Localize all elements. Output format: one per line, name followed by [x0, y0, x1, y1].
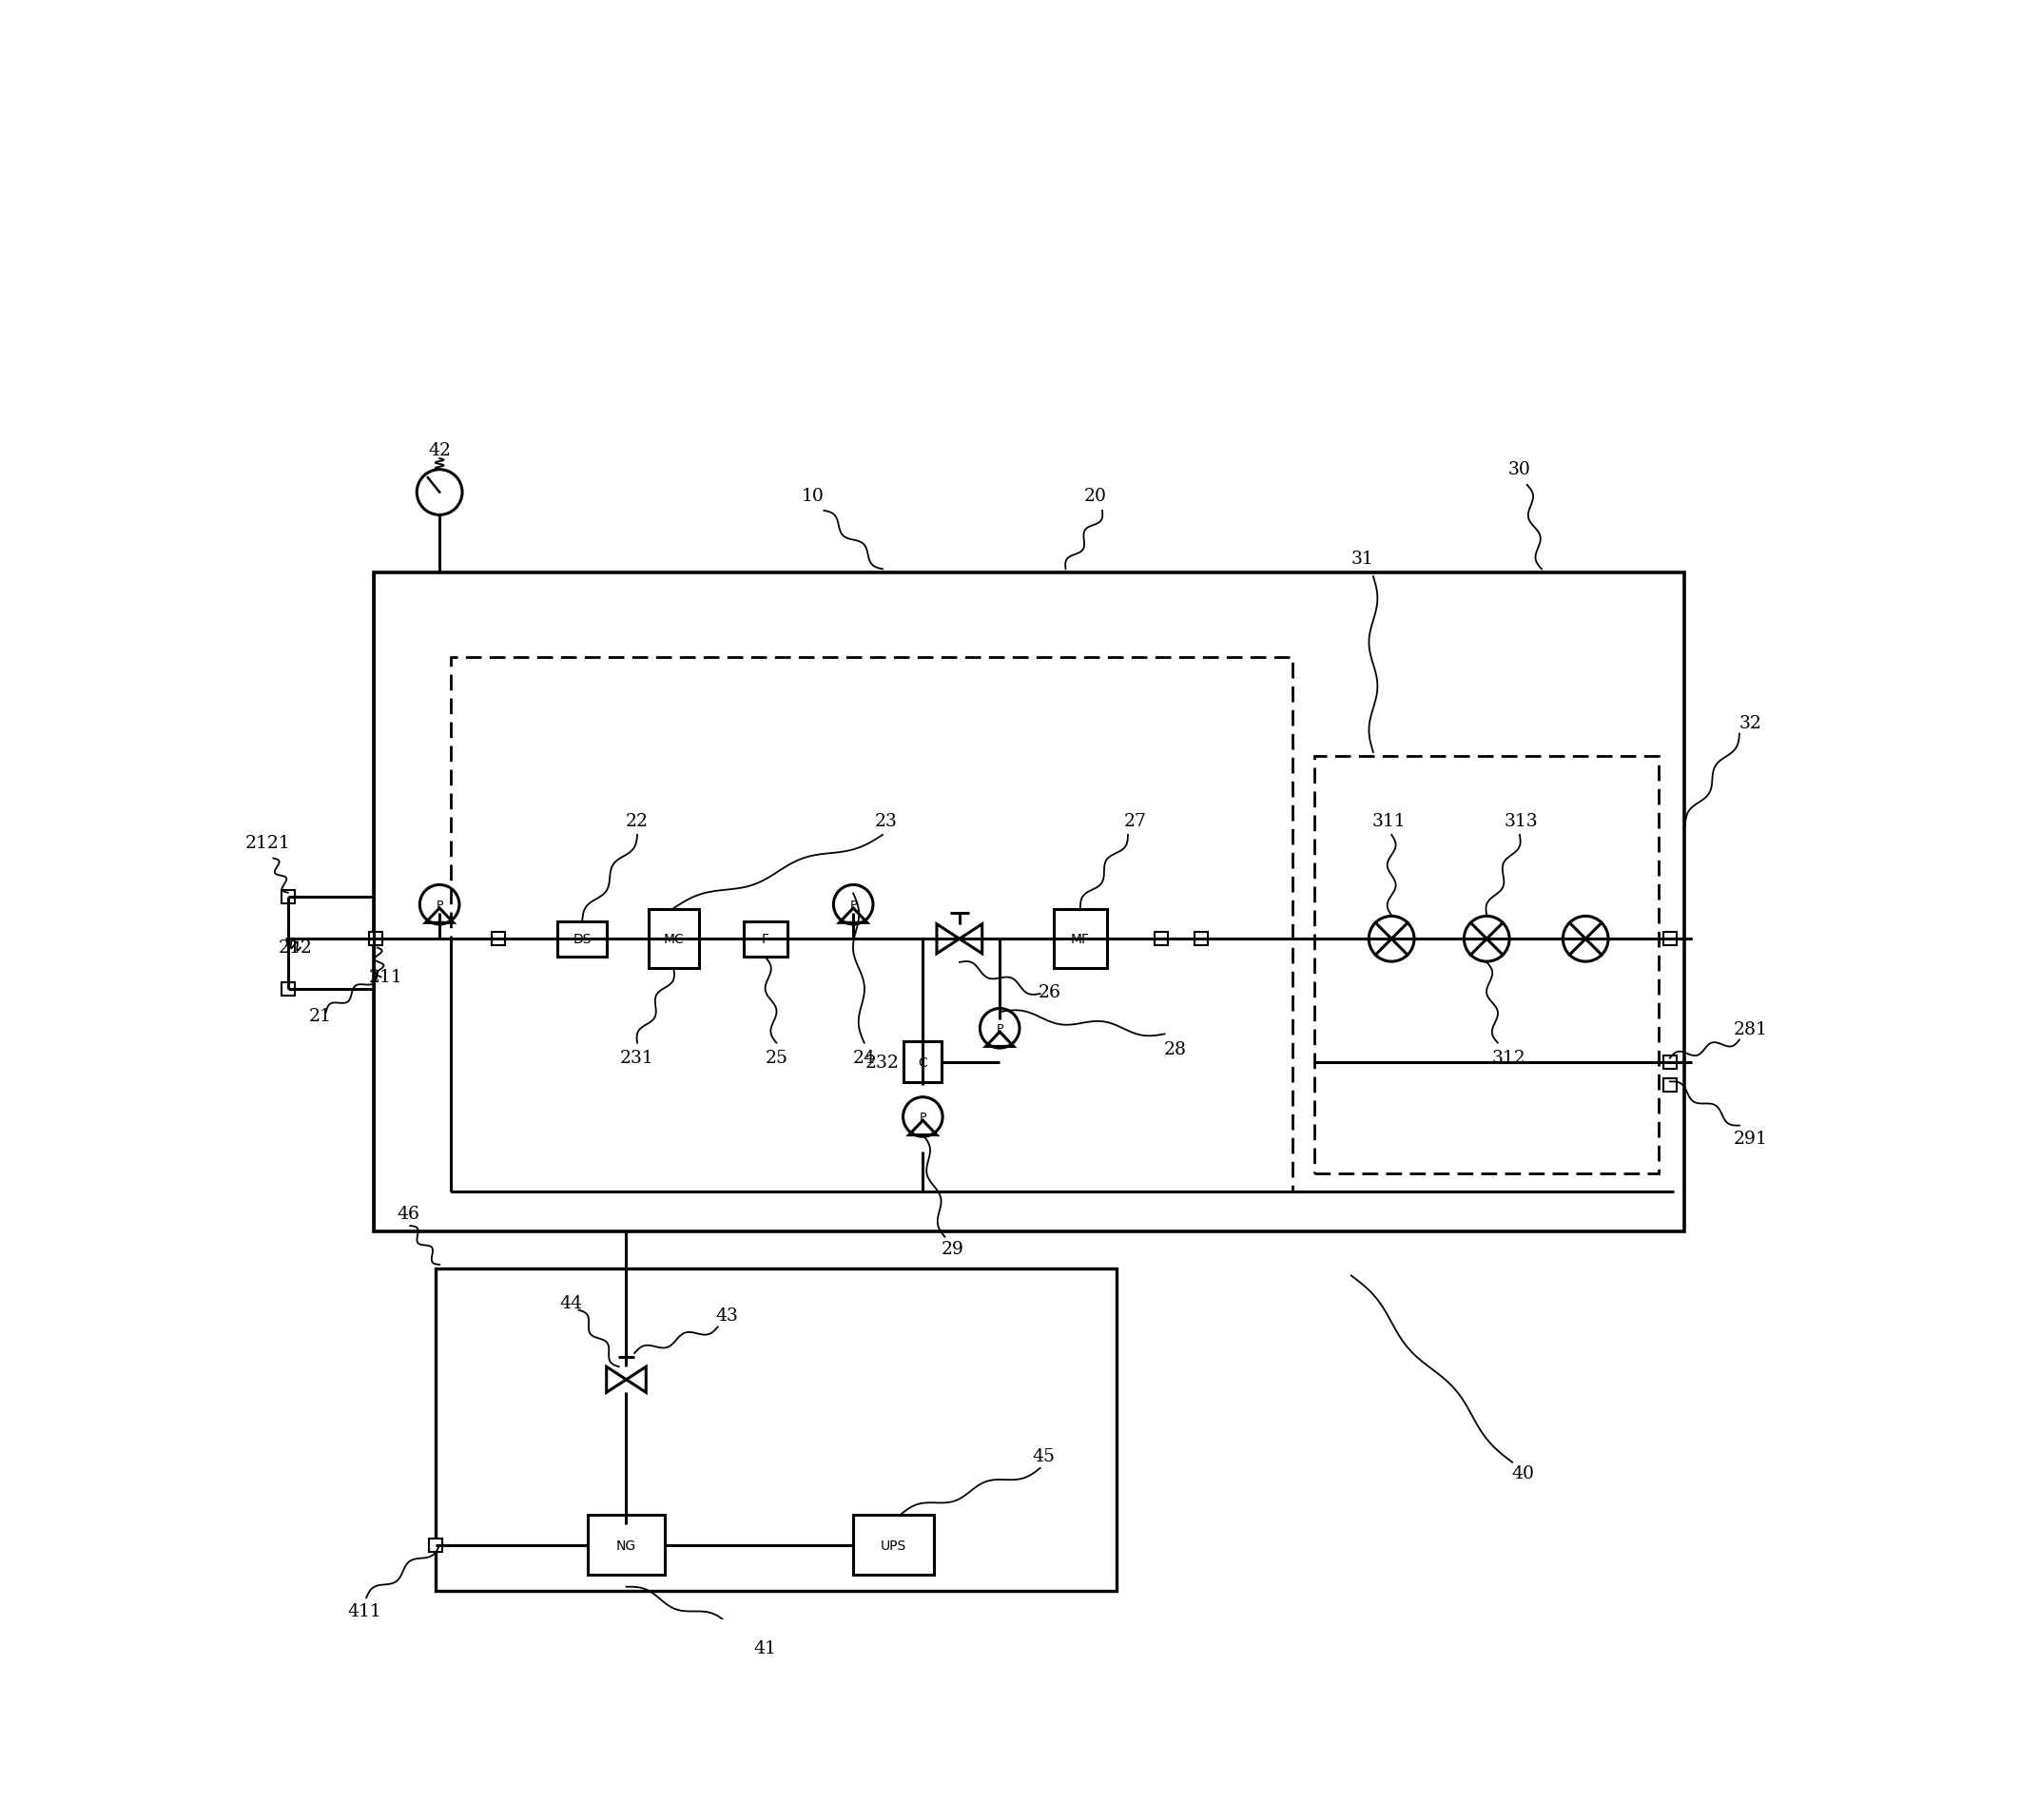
Bar	[373, 573, 1685, 1232]
Bar	[282, 890, 294, 903]
Text: UPS: UPS	[881, 1538, 906, 1552]
Text: 26: 26	[1038, 983, 1061, 1001]
Bar	[1663, 1079, 1677, 1092]
Text: 291: 291	[1734, 1130, 1767, 1147]
Text: NG: NG	[616, 1538, 636, 1552]
Bar	[428, 1538, 443, 1552]
Bar	[1055, 910, 1106, 968]
Text: 23: 23	[875, 812, 898, 830]
Bar	[1155, 932, 1167, 946]
Text: 28: 28	[1165, 1041, 1187, 1057]
Text: 231: 231	[620, 1048, 655, 1067]
Text: 312: 312	[1491, 1048, 1526, 1067]
Text: P: P	[996, 1023, 1004, 1036]
Bar	[904, 1041, 942, 1083]
Text: 41: 41	[755, 1640, 777, 1656]
Text: 211: 211	[369, 968, 404, 986]
Bar	[649, 910, 700, 968]
Text: 2121: 2121	[245, 834, 290, 852]
Text: 281: 281	[1734, 1021, 1767, 1037]
Text: MC: MC	[663, 932, 683, 946]
Text: 22: 22	[626, 812, 649, 830]
Text: 40: 40	[1512, 1465, 1534, 1481]
Text: 27: 27	[1124, 812, 1146, 830]
Bar	[437, 1269, 1118, 1591]
Text: 212: 212	[277, 939, 312, 957]
Text: 313: 313	[1503, 812, 1538, 830]
Text: 32: 32	[1738, 715, 1763, 732]
Text: 42: 42	[428, 442, 451, 459]
Text: P: P	[920, 1110, 926, 1123]
Bar	[1195, 932, 1208, 946]
Bar	[492, 932, 504, 946]
Bar	[557, 921, 608, 957]
Text: 43: 43	[716, 1307, 738, 1323]
Bar	[743, 921, 787, 957]
Bar	[853, 1516, 934, 1574]
Bar	[1314, 757, 1659, 1174]
Text: DS: DS	[573, 932, 592, 946]
Text: 30: 30	[1508, 460, 1532, 479]
Bar	[451, 657, 1293, 1192]
Text: 21: 21	[308, 1008, 333, 1025]
Text: 29: 29	[940, 1239, 963, 1258]
Bar	[369, 932, 381, 946]
Text: 44: 44	[559, 1294, 583, 1312]
Text: 411: 411	[347, 1602, 381, 1620]
Text: MF: MF	[1071, 932, 1089, 946]
Bar	[588, 1516, 665, 1574]
Bar	[282, 983, 294, 996]
Bar	[1663, 932, 1677, 946]
Text: 232: 232	[865, 1054, 900, 1070]
Text: C: C	[918, 1056, 928, 1068]
Text: P: P	[851, 899, 857, 912]
Text: 31: 31	[1350, 550, 1373, 568]
Text: 46: 46	[396, 1205, 420, 1223]
Text: 311: 311	[1373, 812, 1406, 830]
Text: F: F	[761, 932, 769, 946]
Text: 20: 20	[1083, 488, 1106, 504]
Text: 24: 24	[853, 1048, 875, 1067]
Text: 45: 45	[1032, 1447, 1055, 1465]
Text: 25: 25	[765, 1048, 787, 1067]
Text: P: P	[437, 899, 443, 912]
Bar	[1663, 1056, 1677, 1068]
Text: 10: 10	[802, 488, 824, 504]
